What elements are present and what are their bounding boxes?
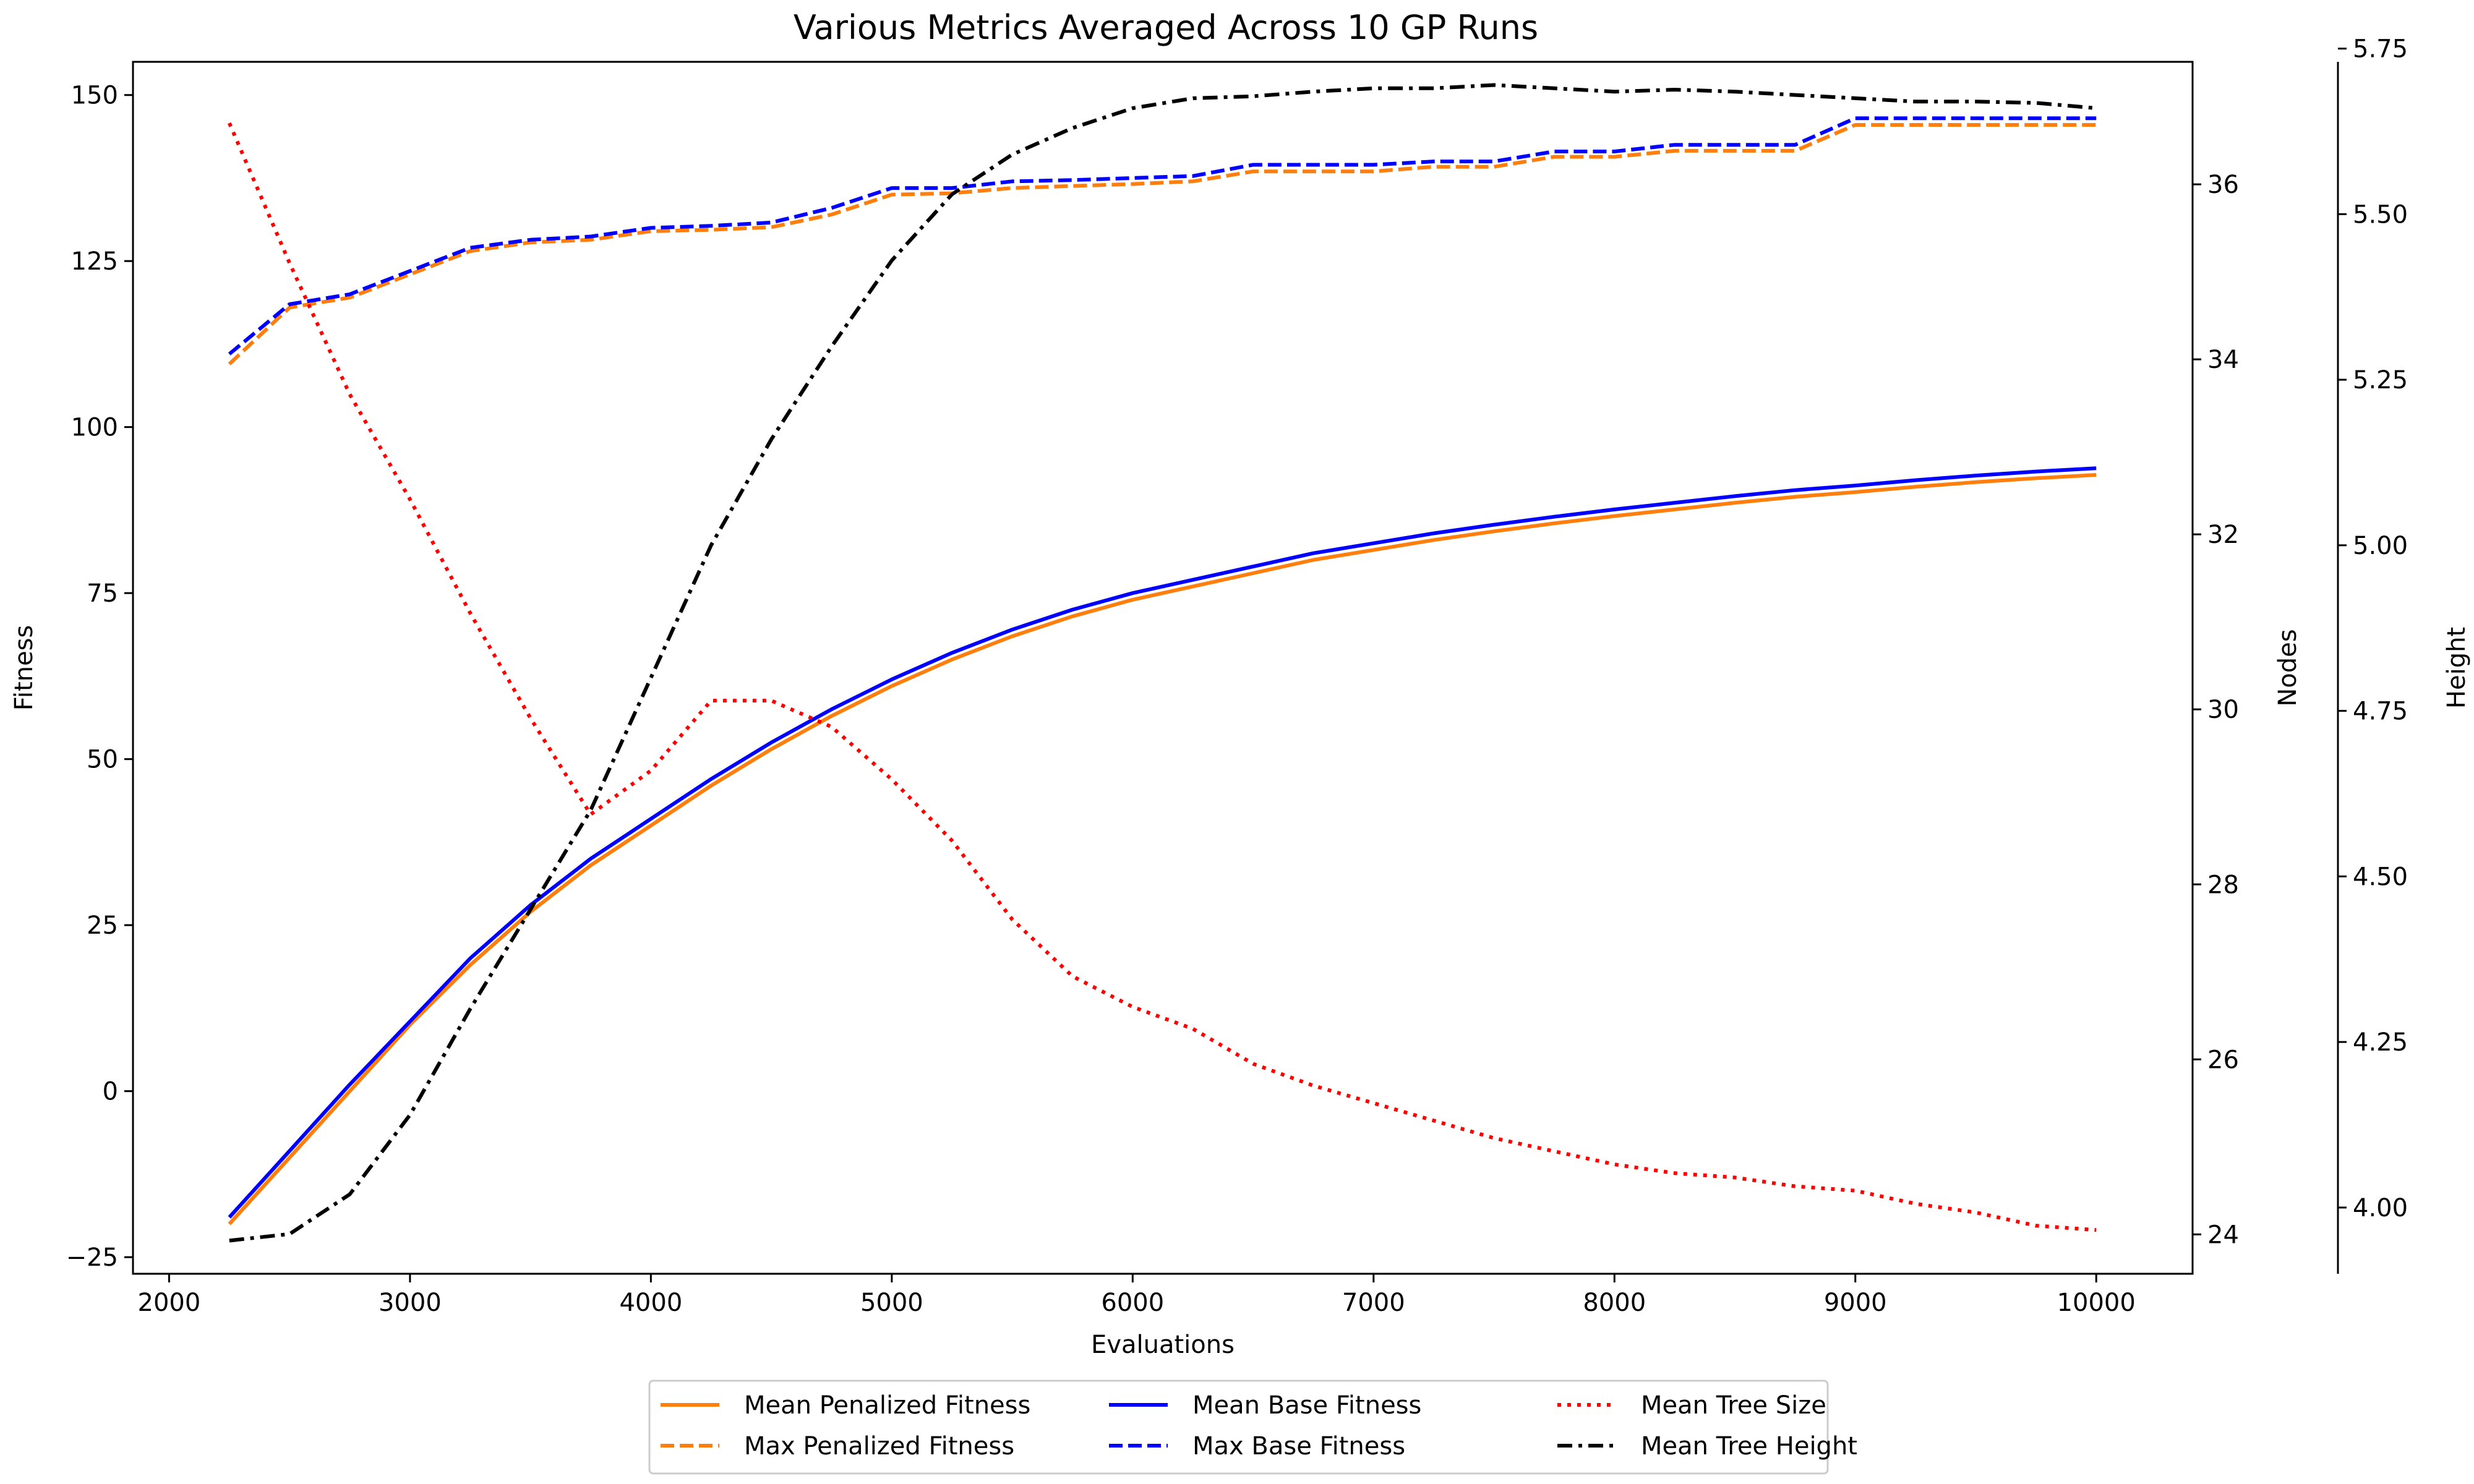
y2-tick-label: 34 [2207,346,2239,374]
series-line-mean-base-fitness [228,466,2097,1219]
legend-label: Mean Base Fitness [1192,1391,1421,1420]
y2-tick-label: 24 [2207,1221,2239,1249]
y2-axis-label: Nodes [2274,629,2302,706]
y-tick-label: −25 [66,1243,118,1272]
x-tick-label: 8000 [1583,1289,1646,1317]
legend-label: Mean Tree Height [1641,1432,1857,1461]
y3-tick-label: 5.25 [2353,366,2408,394]
series-line-mean-tree-size [228,122,2097,1232]
y-tick-label: 150 [71,82,118,110]
x-tick-label: 9000 [1824,1289,1887,1317]
y2-tick-label: 32 [2207,521,2239,549]
y3-tick-label: 4.75 [2353,697,2408,726]
y3-tick-label: 4.00 [2353,1194,2408,1222]
legend-box [648,1380,1829,1475]
series-line-max-base-fitness [228,116,2097,356]
x-tick-label: 7000 [1342,1289,1405,1317]
series-line-mean-penalized-fitness [228,473,2097,1226]
x-tick-label: 3000 [379,1289,442,1317]
chart-title: Various Metrics Averaged Across 10 GP Ru… [794,8,1538,47]
y-tick-label: 0 [103,1078,118,1106]
x-tick-label: 10000 [2057,1289,2136,1317]
y3-tick-label: 4.25 [2353,1028,2408,1057]
y2-tick-label: 26 [2207,1046,2239,1074]
axes: 2000 3000 4000 5000 6000 7000 8000 9000 10000 −25… [66,35,2408,1317]
legend: Mean Penalized Fitness Max Penalized Fitn… [648,1380,1857,1475]
y3-tick-label: 5.75 [2353,35,2408,64]
series-line-mean-tree-height [229,83,2097,1243]
y3-tick-label: 5.50 [2353,200,2408,229]
y-tick-label: 50 [87,746,118,774]
y-axis-label: Fitness [10,625,38,711]
legend-label: Mean Tree Size [1641,1391,1826,1420]
plot-frame [132,61,2194,1275]
x-tick-label: 4000 [619,1289,682,1317]
x-tick-label: 2000 [138,1289,201,1317]
y-tick-label: 25 [87,911,118,940]
series-layer [228,83,2097,1243]
legend-label: Max Penalized Fitness [744,1432,1014,1461]
y2-tick-label: 36 [2207,171,2239,199]
y3-tick-label: 4.50 [2353,863,2408,891]
legend-label: Max Base Fitness [1192,1432,1405,1461]
x-tick-label: 6000 [1101,1289,1164,1317]
y-tick-label: 125 [71,247,118,276]
y2-tick-label: 30 [2207,696,2239,724]
y-tick-label: 75 [87,579,118,608]
x-tick-label: 5000 [860,1289,923,1317]
y-tick-label: 100 [71,414,118,442]
x-axis-label: Evaluations [1091,1331,1235,1359]
legend-label: Mean Penalized Fitness [744,1391,1030,1420]
series-line-max-penalized-fitness [228,123,2097,365]
y3-axis-label: Height [2442,627,2471,709]
y3-tick-label: 5.00 [2353,532,2408,560]
y2-tick-label: 28 [2207,871,2239,899]
